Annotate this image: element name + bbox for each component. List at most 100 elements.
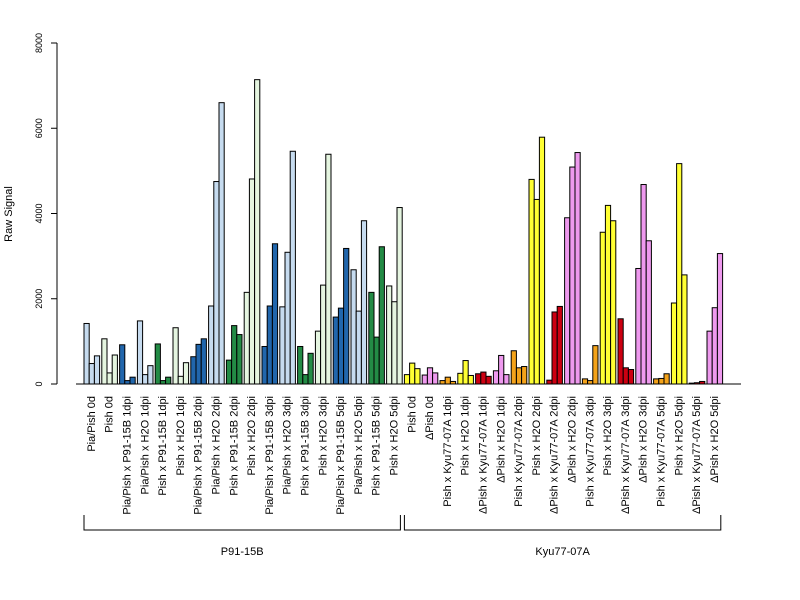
- bar: [475, 373, 482, 385]
- bar: [177, 375, 184, 385]
- bar: [208, 305, 215, 385]
- category-label: Pia/Pish x H2O 3dpi: [282, 396, 294, 494]
- bar: [314, 330, 322, 385]
- category-label: Pish x H2O 2dpi: [531, 396, 543, 475]
- bar: [480, 371, 487, 385]
- bar: [426, 367, 434, 385]
- bar: [243, 291, 250, 385]
- category-label: Pish x H2O 2dpi: [246, 396, 258, 475]
- bar: [360, 220, 368, 385]
- category-label: ΔPish x Kyu77-07A 5dpi: [691, 396, 703, 514]
- category-label: ΔPish x H2O 5dpi: [709, 396, 721, 483]
- category-label: Pish x Kyu77-07A 2dpi: [513, 396, 525, 507]
- category-label: Pish x Kyu77-07A 1dpi: [442, 396, 454, 507]
- category-label: ΔPish x Kyu77-07A 2dpi: [549, 396, 561, 514]
- bar: [716, 253, 724, 385]
- bar: [556, 305, 563, 385]
- category-label: Pia/Pish x P91-15B 5dpi: [335, 396, 347, 515]
- bar: [88, 363, 95, 385]
- y-axis-title: Raw Signal: [3, 186, 15, 242]
- bar: [432, 372, 439, 385]
- bar: [236, 334, 243, 385]
- category-label: Pish x H2O 1dpi: [460, 396, 472, 475]
- bar: [564, 217, 571, 385]
- bar: [337, 307, 345, 385]
- bar: [581, 378, 589, 385]
- bar: [528, 178, 535, 385]
- bar: [284, 251, 291, 385]
- bar: [231, 325, 238, 385]
- bar: [332, 316, 339, 385]
- group-bracket: [83, 515, 401, 531]
- bar: [569, 166, 576, 385]
- category-label: Pia/Pish x P91-15B 2dpi: [193, 396, 205, 515]
- bar: [129, 376, 136, 385]
- bar: [355, 310, 362, 385]
- bar: [271, 243, 279, 385]
- category-label: Pia/Pish x H2O 5dpi: [353, 396, 365, 494]
- bar: [391, 301, 398, 385]
- category-label: ΔPish x H2O 2dpi: [567, 396, 579, 483]
- bar: [635, 267, 642, 385]
- bar: [279, 306, 286, 385]
- bar: [439, 380, 446, 385]
- bar: [457, 372, 464, 385]
- category-label: Pish x P91-15B 1dpi: [157, 396, 169, 496]
- bar: [610, 220, 617, 385]
- bar: [414, 368, 421, 385]
- bar: [111, 354, 118, 385]
- bar: [653, 378, 660, 385]
- bar: [248, 178, 256, 385]
- bar: [289, 150, 296, 385]
- bar: [182, 362, 190, 385]
- category-label: Pia/Pish x P91-15B 3dpi: [264, 396, 276, 515]
- bar: [124, 380, 131, 385]
- category-label: ΔPish 0d: [424, 396, 436, 440]
- bar: [213, 181, 220, 385]
- bar: [510, 350, 517, 385]
- bar: [681, 274, 688, 385]
- category-label: Pish x H2O 3dpi: [602, 396, 614, 475]
- bar: [645, 240, 652, 385]
- bars: [83, 79, 724, 385]
- bar: [165, 376, 172, 385]
- bar: [396, 207, 403, 385]
- bar: [261, 345, 268, 385]
- bar: [663, 373, 670, 385]
- bar: [386, 285, 393, 385]
- y-tick-label: 4000: [34, 203, 44, 223]
- bar: [154, 343, 161, 385]
- category-label: Pish 0d: [104, 396, 116, 433]
- bar: [670, 302, 678, 385]
- bar: [172, 327, 179, 385]
- bar: [627, 369, 635, 385]
- bar: [266, 305, 273, 385]
- group-label: Kyu77-07A: [535, 546, 590, 558]
- bar: [225, 359, 233, 385]
- bar: [515, 367, 523, 385]
- bar: [368, 291, 375, 385]
- group-label: P91-15B: [221, 546, 264, 558]
- bar: [533, 198, 540, 385]
- bar: [592, 345, 599, 385]
- bar: [444, 376, 451, 385]
- bar: [403, 374, 411, 385]
- bar: [320, 284, 327, 385]
- bar: [617, 318, 624, 385]
- category-label: Pish x H2O 3dpi: [317, 396, 329, 475]
- bar: [297, 345, 304, 385]
- bar: [378, 246, 385, 385]
- bar: [254, 79, 261, 385]
- category-label: Pish x H2O 5dpi: [673, 396, 685, 475]
- bar: [373, 336, 380, 385]
- bar: [538, 136, 546, 385]
- bar: [325, 153, 332, 385]
- bar: [142, 374, 149, 385]
- bar: [604, 204, 612, 385]
- bar: [676, 163, 683, 385]
- bar: [492, 370, 500, 385]
- bar: [101, 338, 108, 385]
- bar: [467, 374, 474, 385]
- group-brackets: P91-15B Kyu77-07A: [83, 515, 722, 558]
